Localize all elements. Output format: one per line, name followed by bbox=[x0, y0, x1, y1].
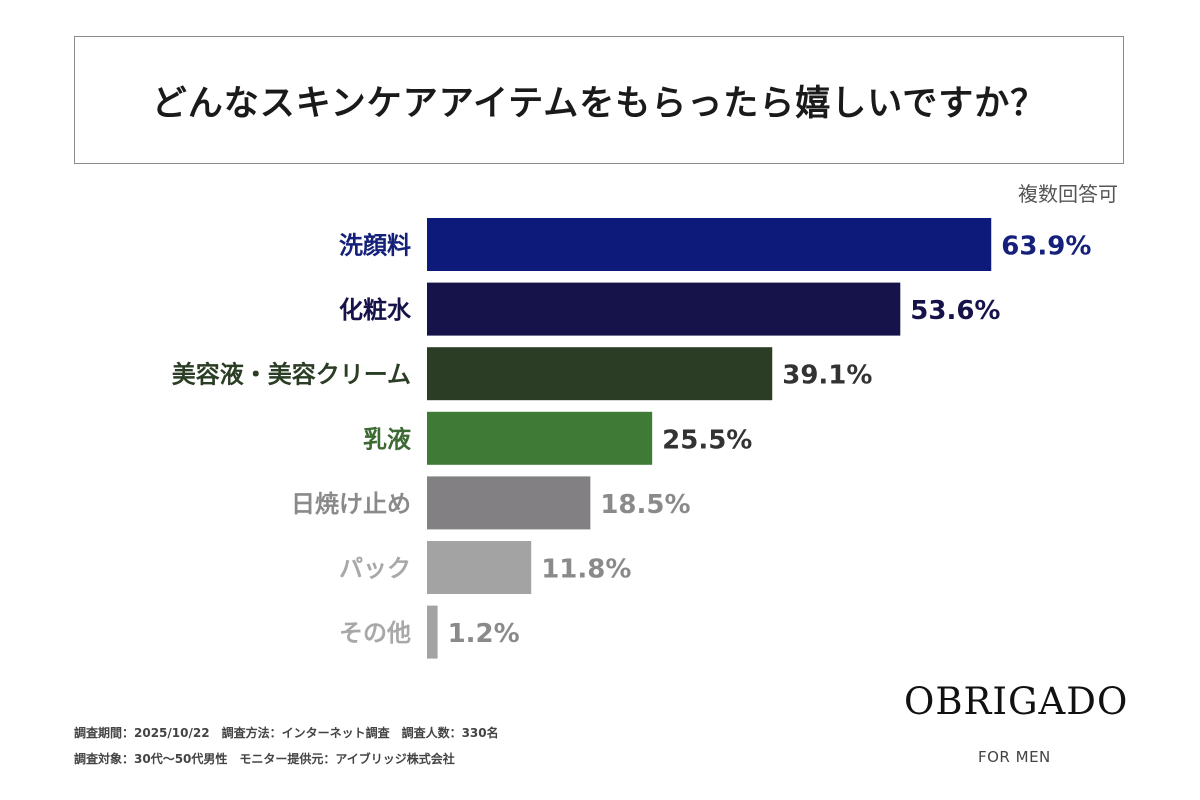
bar-2 bbox=[427, 347, 773, 401]
survey-info-line-1: 調査期間：2025/10/22 調査方法：インターネット調査 調査人数：330名 bbox=[74, 726, 499, 740]
brand-logo: OBRIGADO bbox=[904, 680, 1129, 723]
bar-1 bbox=[427, 282, 901, 336]
value-label-6: 1.2% bbox=[448, 619, 520, 649]
survey-info-line-2: 調査対象：30代〜50代男性 モニター提供元：アイブリッジ株式会社 bbox=[74, 752, 455, 766]
bar-3 bbox=[427, 411, 653, 465]
value-label-3: 25.5% bbox=[662, 425, 752, 455]
chart-title: どんなスキンケアアイテムをもらったら嬉しいですか？ bbox=[151, 83, 1047, 124]
category-label-5: パック bbox=[339, 555, 411, 583]
value-label-0: 63.9% bbox=[1001, 232, 1091, 262]
bar-5 bbox=[427, 541, 532, 594]
brand-tagline: FOR MEN bbox=[978, 748, 1051, 766]
value-label-5: 11.8% bbox=[541, 555, 631, 585]
bar-6 bbox=[427, 605, 438, 659]
category-label-2: 美容液・美容クリーム bbox=[172, 361, 411, 389]
bar-4 bbox=[427, 476, 591, 530]
category-label-1: 化粧水 bbox=[339, 296, 412, 324]
category-label-6: その他 bbox=[339, 619, 411, 647]
category-label-0: 洗顔料 bbox=[339, 232, 411, 260]
value-label-4: 18.5% bbox=[600, 490, 690, 520]
multiple-answer-note: 複数回答可 bbox=[1018, 182, 1118, 206]
bar-0 bbox=[427, 218, 992, 271]
category-label-4: 日焼け止め bbox=[291, 490, 411, 518]
category-label-3: 乳液 bbox=[363, 425, 411, 453]
value-label-1: 53.6% bbox=[910, 296, 1000, 326]
value-label-2: 39.1% bbox=[782, 361, 872, 391]
title-box: どんなスキンケアアイテムをもらったら嬉しいですか？ bbox=[74, 36, 1124, 164]
